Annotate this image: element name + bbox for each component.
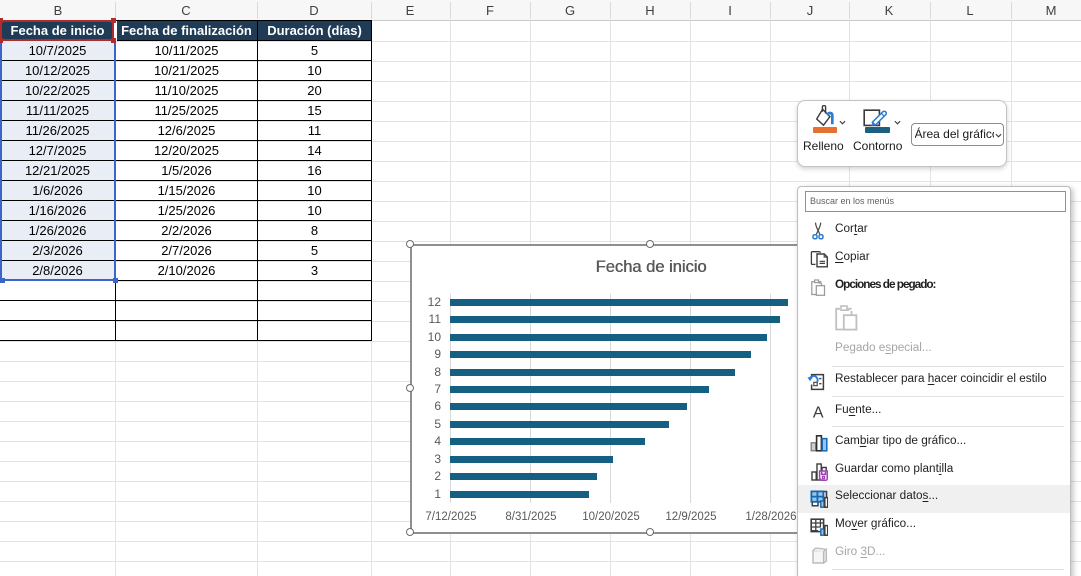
svg-text:A: A bbox=[813, 405, 824, 421]
